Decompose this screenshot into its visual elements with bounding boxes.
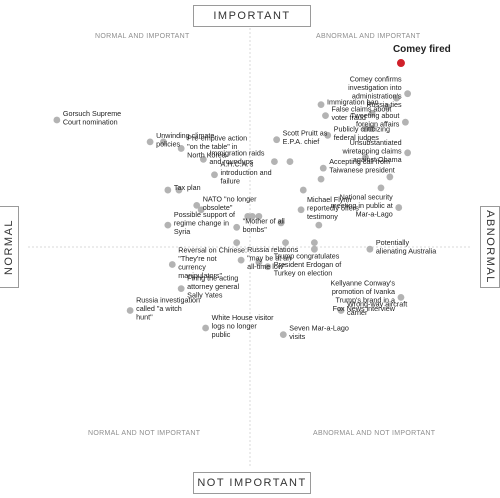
- data-point: [315, 221, 323, 229]
- data-point: [53, 116, 61, 124]
- data-point: [317, 175, 325, 183]
- grid-layer: [28, 28, 472, 466]
- highlight-point: [396, 59, 405, 68]
- axis-label-abnormal: ABNORMAL: [480, 206, 500, 288]
- quadrant-label-abnormal-important: ABNORMAL AND IMPORTANT: [316, 33, 421, 40]
- point-label: Gorsuch Supreme Court nomination: [63, 109, 121, 127]
- point-label: Accepting call from Taiwanese president: [329, 157, 395, 175]
- data-point: [164, 186, 172, 194]
- data-point: [362, 125, 369, 133]
- data-point: [377, 184, 385, 192]
- data-point: [362, 153, 369, 161]
- quadrant-label-normal-important: NORMAL AND IMPORTANT: [95, 33, 190, 40]
- point-label: Tax plan: [174, 183, 201, 192]
- data-point: [233, 239, 241, 247]
- point-label: Scott Pruitt as E.P.A. chief: [283, 129, 328, 147]
- point-label: Unwinding climate policies: [156, 131, 214, 149]
- data-point: [255, 212, 263, 220]
- data-point: [299, 186, 307, 194]
- point-label: "Mother of all bombs": [243, 216, 286, 234]
- data-point: [384, 103, 392, 111]
- point-label: Trump congratulates President Erdogan of T…: [274, 252, 342, 278]
- point-label: Wrong-way aircraft carrier: [347, 300, 407, 318]
- data-point: [322, 112, 329, 119]
- quadrant-label-abnormal-not-important: ABNORMAL AND NOT IMPORTANT: [313, 430, 436, 437]
- data-point: [386, 173, 394, 181]
- point-label: NATO "no longer obsolete": [203, 194, 257, 212]
- highlight-label: Comey fired: [393, 44, 451, 55]
- point-label: Unsubstantiated wiretapping claims against…: [341, 138, 402, 164]
- data-point: [395, 204, 403, 211]
- data-point: [393, 94, 400, 102]
- data-point: [271, 158, 278, 165]
- point-label: Michael Flynn reportedly offers testimony: [307, 195, 359, 221]
- data-point: [337, 307, 345, 314]
- point-label: Possible support of regime change in Syria: [174, 210, 235, 236]
- data-point: [279, 331, 287, 338]
- point-label: Tweeting about foreign affairs: [351, 111, 400, 129]
- data-point: [297, 206, 305, 214]
- labels-layer: Comey fired Comey confirms investigation i…: [63, 44, 451, 341]
- data-point: [310, 245, 318, 253]
- data-point: [193, 201, 201, 209]
- data-point: [168, 261, 176, 268]
- point-label: Reversal on Chinese: "They're not currency…: [178, 246, 247, 281]
- data-point: [368, 125, 376, 133]
- data-point: [324, 131, 332, 139]
- data-point: [160, 138, 167, 146]
- data-point: [126, 307, 134, 314]
- point-label: Publicly criticizing federal judges: [334, 124, 390, 142]
- point-label: False claims about voter fraud: [331, 105, 391, 123]
- axis-label-normal: NORMAL: [0, 206, 19, 288]
- data-point: [264, 263, 272, 271]
- data-point: [282, 239, 289, 247]
- data-point: [202, 324, 210, 332]
- data-point: [164, 221, 172, 229]
- data-point: [317, 101, 325, 109]
- point-label: A.H.C.A.'s introduction and failure: [220, 160, 271, 186]
- point-label: White House visitor logs no longer public: [212, 313, 275, 339]
- data-point: [237, 256, 245, 264]
- point-label: Comey confirms investigation into administ…: [348, 75, 402, 110]
- point-label: Immigration ban: [327, 98, 379, 107]
- data-point: [175, 186, 183, 194]
- axis-label-important: IMPORTANT: [193, 5, 311, 27]
- data-point: [319, 164, 327, 172]
- point-label: National security meeting in public at Mar…: [331, 193, 393, 219]
- data-point: [197, 206, 205, 214]
- point-label: Kellyanne Conway's promotion of Ivanka Tru…: [330, 278, 395, 313]
- data-point: [404, 90, 412, 98]
- axis-label-not-important: NOT IMPORTANT: [193, 472, 311, 494]
- data-point: [146, 138, 154, 146]
- point-label: Potentially alienating Australia: [376, 238, 436, 256]
- data-point: [402, 118, 409, 126]
- data-point: [286, 158, 294, 165]
- data-point: [366, 245, 374, 253]
- point-label: Firing the acting attorney general Sally Y…: [187, 274, 239, 300]
- point-label: Seven Mar-a-Lago visits: [289, 324, 349, 342]
- points-layer: [53, 59, 412, 338]
- data-point: [233, 223, 241, 231]
- quadrant-label-normal-not-important: NORMAL AND NOT IMPORTANT: [88, 430, 201, 437]
- data-point: [177, 285, 185, 293]
- data-point: [310, 239, 318, 247]
- data-point: [211, 171, 218, 179]
- data-point: [199, 156, 207, 163]
- data-point: [404, 149, 412, 157]
- data-point: [368, 110, 376, 117]
- data-point: [277, 219, 285, 227]
- point-label: Russia investigation called "a witch hunt": [136, 296, 200, 322]
- data-point: [255, 258, 263, 266]
- data-point: [244, 212, 252, 220]
- point-label: Pre-emptive action "on the table" in North…: [187, 133, 247, 159]
- data-point: [273, 136, 281, 144]
- data-point: [397, 293, 405, 301]
- point-label: Immigration raids and roundups: [209, 148, 265, 166]
- data-point: [177, 145, 185, 152]
- point-label: Russia relations "may be at an all-time lo…: [247, 245, 299, 271]
